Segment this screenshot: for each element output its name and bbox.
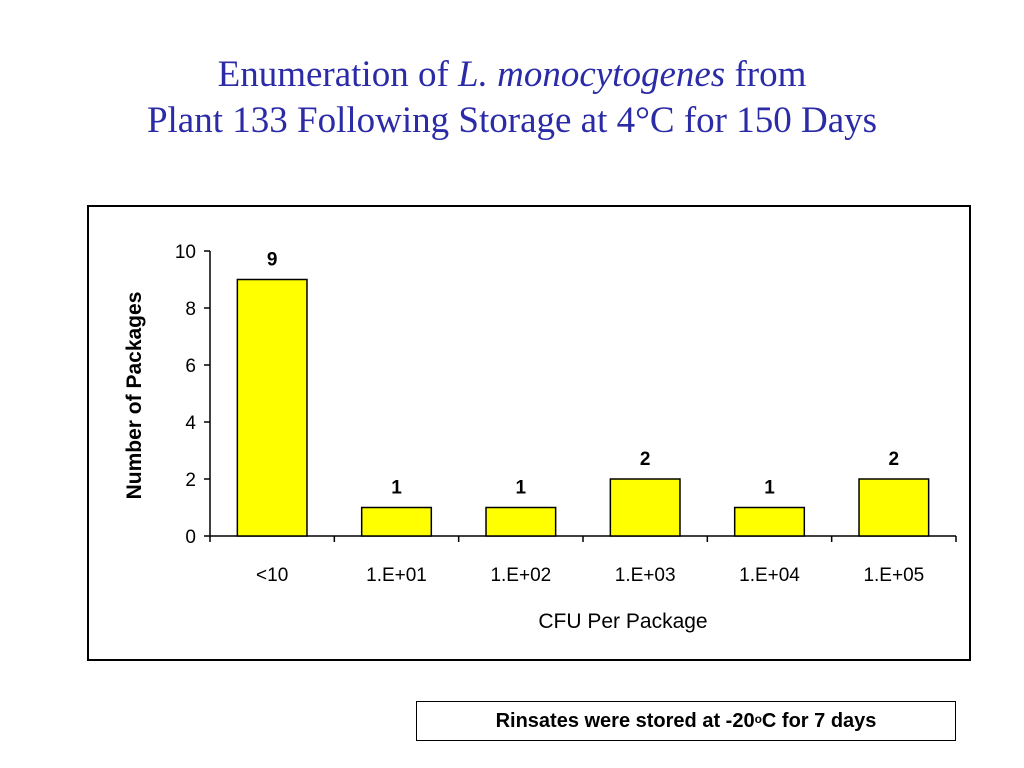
bar [733, 506, 806, 537]
bar [609, 478, 681, 537]
y-tick-label: 4 [185, 413, 196, 434]
storage-note-prefix: Rinsates were stored at -20 [495, 709, 755, 732]
bar [858, 478, 930, 537]
title-organism-name: L. monocytogenes [458, 54, 726, 95]
slide-title: Enumeration of L. monocytogenes from Pla… [0, 52, 1024, 144]
chart-frame: 0 2 4 6 8 10 9 <10 1 1.E+01 1 1.E+02 2 1.E+03 1 1.E+04 2… [87, 205, 971, 661]
y-tick-label: 8 [185, 299, 196, 320]
y-axis-title: Number of Packages [123, 292, 146, 500]
title-line-2: Plant 133 Following Storage at 4°C for 1… [146, 100, 878, 141]
bar-data-label: 1 [516, 478, 527, 499]
x-axis-title: CFU Per Package [538, 610, 707, 633]
storage-note-degree: o [754, 712, 762, 726]
bar-data-label: 1 [764, 478, 775, 499]
y-tick-label: 10 [175, 242, 196, 263]
x-tick-label: 1.E+04 [739, 565, 800, 586]
bar [360, 506, 433, 537]
bar [236, 278, 308, 537]
y-tick-label: 6 [185, 356, 196, 377]
storage-note-suffix: C for 7 days [761, 709, 877, 732]
title-line-1-suffix: from [725, 54, 807, 95]
x-tick-label: <10 [256, 565, 288, 586]
storage-note: Rinsates were stored at -20 o C for 7 days [416, 701, 956, 741]
bar-data-label: 9 [267, 250, 278, 271]
bar-data-label: 2 [640, 449, 651, 470]
bar-data-label: 2 [889, 449, 900, 470]
title-line-1-prefix: Enumeration of [217, 54, 459, 95]
y-tick-label: 2 [185, 470, 196, 491]
title-line-1: Enumeration of L. monocytogenes from [0, 52, 1024, 98]
bar-data-label: 1 [391, 478, 402, 499]
x-tick-label: 1.E+05 [863, 565, 924, 586]
x-tick-label: 1.E+01 [366, 565, 427, 586]
bar-chart: 0 2 4 6 8 10 9 <10 1 1.E+01 1 1.E+02 2 1.E+03 1 1.E+04 2… [123, 242, 957, 633]
bar [485, 506, 557, 537]
x-tick-label: 1.E+03 [615, 565, 676, 586]
x-tick-label: 1.E+02 [490, 565, 551, 586]
y-tick-label: 0 [185, 527, 196, 548]
